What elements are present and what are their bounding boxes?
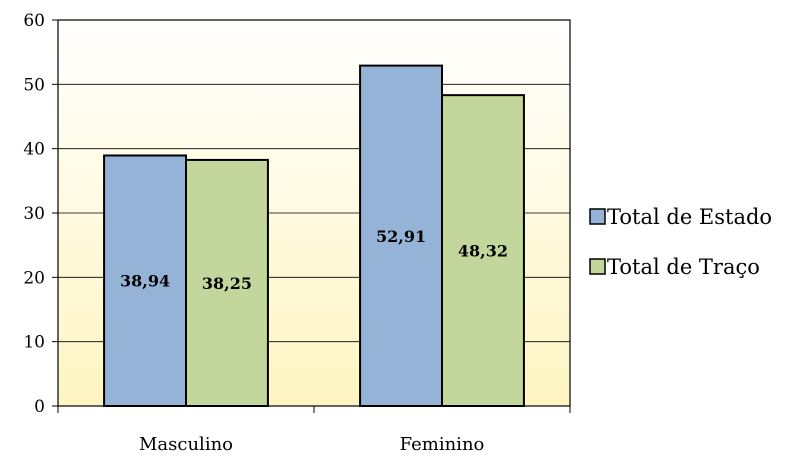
y-tick-label: 20 (23, 268, 45, 288)
y-tick-label: 60 (23, 11, 45, 31)
y-tick-label: 40 (23, 140, 45, 160)
data-label: 38,25 (202, 274, 252, 293)
y-tick-label: 50 (23, 75, 45, 95)
y-tick-label: 30 (23, 204, 45, 224)
data-label: 52,91 (376, 227, 426, 246)
data-label: 38,94 (120, 272, 170, 291)
bar (185, 158, 269, 407)
y-tick-label: 10 (23, 333, 45, 353)
legend-label: Total de Traço (607, 255, 760, 279)
y-tick-label: 0 (34, 397, 45, 417)
legend-swatch (589, 258, 606, 275)
legend-swatch (589, 208, 606, 225)
data-label: 48,32 (458, 242, 508, 261)
x-category-label: Feminino (400, 434, 485, 455)
legend-label: Total de Estado (607, 205, 772, 229)
x-category-label: Masculino (139, 434, 233, 455)
bar (441, 94, 525, 408)
bar (359, 64, 443, 407)
